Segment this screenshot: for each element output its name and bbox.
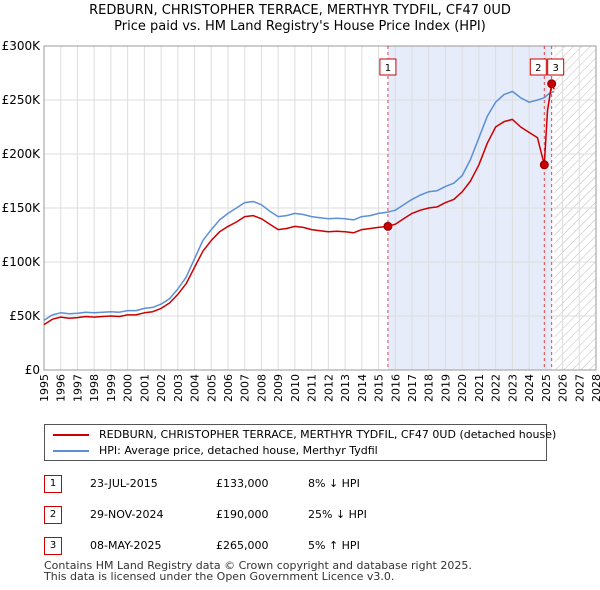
y-tick-label: £50K bbox=[9, 309, 41, 323]
x-tick-label: 2010 bbox=[289, 374, 302, 402]
x-tick-label: 2002 bbox=[155, 374, 168, 402]
transaction-hpi: 5% ↑ HPI bbox=[308, 539, 360, 552]
x-tick-label: 2015 bbox=[373, 374, 386, 402]
footer: Contains HM Land Registry data © Crown c… bbox=[44, 560, 472, 582]
x-tick-label: 2019 bbox=[439, 374, 452, 402]
plot-frame bbox=[43, 45, 597, 371]
x-tick-label: 1997 bbox=[71, 374, 84, 402]
x-tick-label: 1995 bbox=[38, 374, 51, 402]
x-tick-label: 2000 bbox=[122, 374, 135, 402]
transaction-price: £190,000 bbox=[216, 508, 269, 521]
footer-licence: This data is licensed under the Open Gov… bbox=[44, 570, 395, 583]
x-tick-label: 2003 bbox=[172, 374, 185, 402]
footer-copyright: Contains HM Land Registry data © Crown c… bbox=[44, 559, 472, 572]
transaction-date: 29-NOV-2024 bbox=[90, 508, 164, 521]
x-tick-label: 2011 bbox=[306, 374, 319, 402]
legend-swatch-property bbox=[53, 434, 89, 436]
transaction-row: 1 23-JUL-2015 £133,000 8% ↓ HPI bbox=[44, 475, 564, 493]
y-tick-label: £200K bbox=[2, 147, 42, 161]
x-tick-label: 2001 bbox=[138, 374, 151, 402]
y-tick-label: £300K bbox=[2, 39, 42, 53]
x-tick-label: 2006 bbox=[222, 374, 235, 402]
x-tick-label: 2022 bbox=[490, 374, 503, 402]
property-line bbox=[43, 83, 555, 326]
transaction-hpi: 8% ↓ HPI bbox=[308, 477, 360, 490]
sale-label-box bbox=[529, 58, 547, 76]
x-tick-label: 1998 bbox=[88, 374, 101, 402]
transaction-marker: 1 bbox=[44, 475, 62, 493]
x-tick-label: 1996 bbox=[55, 374, 68, 402]
legend-item-hpi: HPI: Average price, detached house, Mert… bbox=[53, 443, 378, 459]
y-tick-label: £250K bbox=[2, 93, 42, 107]
y-tick-label: £0 bbox=[25, 363, 40, 377]
x-tick-label: 2018 bbox=[423, 374, 436, 402]
sale-label: 3 bbox=[552, 63, 558, 74]
x-tick-label: 2021 bbox=[473, 374, 486, 402]
sale-label: 2 bbox=[535, 63, 541, 74]
x-tick-label: 2008 bbox=[255, 374, 268, 402]
x-tick-label: 2017 bbox=[406, 374, 419, 402]
transaction-marker: 2 bbox=[44, 506, 62, 524]
hpi-line bbox=[43, 90, 555, 321]
x-tick-label: 2023 bbox=[506, 374, 519, 402]
transaction-date: 08-MAY-2025 bbox=[90, 539, 162, 552]
transaction-price: £265,000 bbox=[216, 539, 269, 552]
x-tick-label: 2024 bbox=[523, 374, 536, 402]
x-tick-label: 2028 bbox=[590, 374, 600, 402]
sale-label-box bbox=[379, 58, 397, 76]
chart-subtitle: Price paid vs. HM Land Registry's House … bbox=[114, 19, 486, 34]
x-tick-label: 2016 bbox=[389, 374, 402, 402]
x-tick-label: 2007 bbox=[239, 374, 252, 402]
x-tick-label: 1999 bbox=[105, 374, 118, 402]
x-tick-label: 2004 bbox=[189, 374, 202, 402]
x-tick-label: 2005 bbox=[205, 374, 218, 402]
transaction-hpi: 25% ↓ HPI bbox=[308, 508, 367, 521]
x-tick-label: 2026 bbox=[557, 374, 570, 402]
y-tick-label: £100K bbox=[2, 255, 42, 269]
legend-swatch-hpi bbox=[53, 450, 89, 452]
legend-label-hpi: HPI: Average price, detached house, Mert… bbox=[99, 444, 378, 457]
x-tick-label: 2014 bbox=[356, 374, 369, 402]
transaction-price: £133,000 bbox=[216, 477, 269, 490]
x-tick-label: 2009 bbox=[272, 374, 285, 402]
transaction-date: 23-JUL-2015 bbox=[90, 477, 158, 490]
sale-point bbox=[539, 160, 549, 170]
legend-label-property: REDBURN, CHRISTOPHER TERRACE, MERTHYR TY… bbox=[99, 428, 557, 441]
y-tick-label: £150K bbox=[2, 201, 42, 215]
x-tick-label: 2027 bbox=[573, 374, 586, 402]
x-tick-label: 2025 bbox=[540, 374, 553, 402]
x-tick-label: 2013 bbox=[339, 374, 352, 402]
transaction-row: 3 08-MAY-2025 £265,000 5% ↑ HPI bbox=[44, 537, 564, 555]
sale-point bbox=[547, 79, 557, 89]
transaction-row: 2 29-NOV-2024 £190,000 25% ↓ HPI bbox=[44, 506, 564, 524]
sale-label: 1 bbox=[385, 63, 391, 74]
sale-label-box bbox=[547, 58, 565, 76]
transaction-marker: 3 bbox=[44, 537, 62, 555]
sale-point bbox=[383, 221, 393, 231]
chart-title: REDBURN, CHRISTOPHER TERRACE, MERTHYR TY… bbox=[89, 3, 511, 18]
legend-item-property: REDBURN, CHRISTOPHER TERRACE, MERTHYR TY… bbox=[53, 427, 556, 443]
x-tick-label: 2020 bbox=[456, 374, 469, 402]
legend: REDBURN, CHRISTOPHER TERRACE, MERTHYR TY… bbox=[44, 424, 556, 461]
x-tick-label: 2012 bbox=[322, 374, 335, 402]
